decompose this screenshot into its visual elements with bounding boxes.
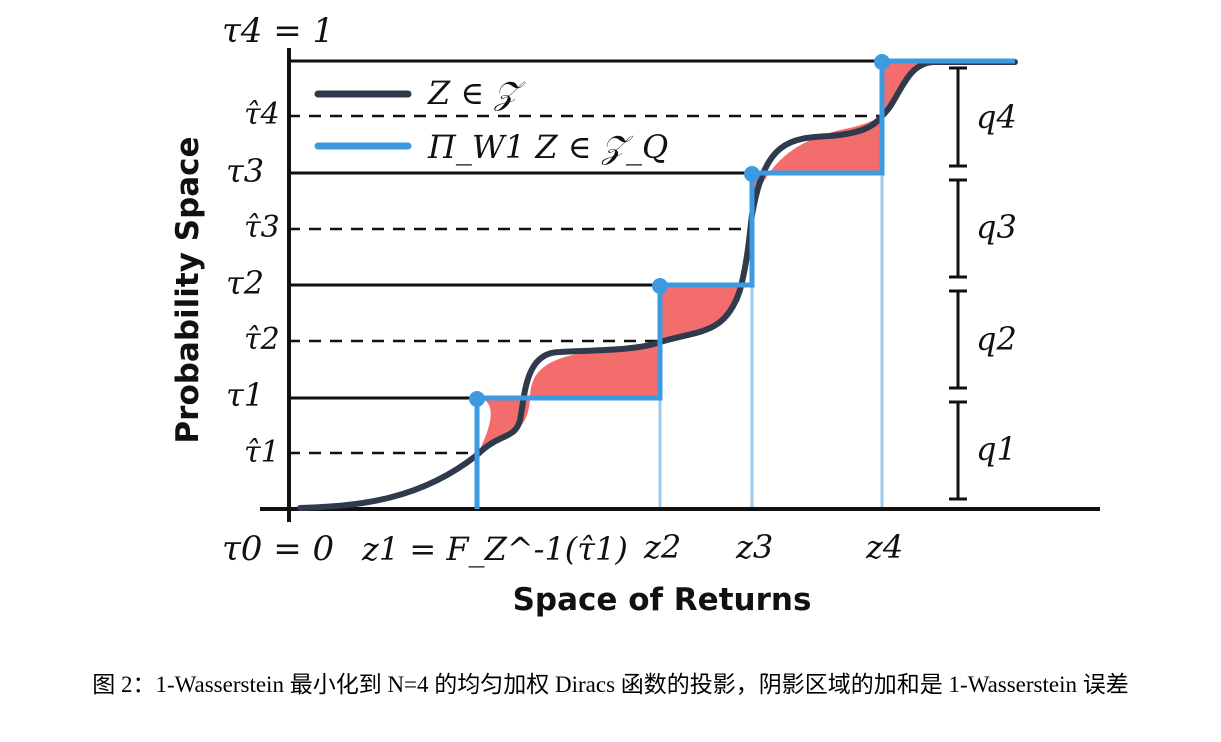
- dirac-point-2: [652, 278, 668, 294]
- x-tick-labels: τ0 = 0 z1 = F_Z^-1(τ̂1) z2 z3 z4: [222, 528, 903, 569]
- q2-label: q2: [976, 320, 1017, 358]
- wasserstein-projection-diagram: Z ∈ 𝒵 Π_W1 Z ∈ 𝒵_Q τ4 = 1 τ̂4 τ3 τ̂3 τ2 …: [170, 11, 1100, 618]
- tau-hat2-label: τ̂2: [244, 322, 280, 357]
- q4-label: q4: [976, 98, 1017, 136]
- q3-bracket: [949, 178, 967, 279]
- tau-hat1-label: τ̂1: [244, 435, 280, 470]
- shaded-area-3: [660, 285, 740, 342]
- cdf-curve: [297, 59, 1018, 511]
- legend: Z ∈ 𝒵 Π_W1 Z ∈ 𝒵_Q: [314, 74, 668, 166]
- y-tick-labels: τ4 = 1 τ̂4 τ3 τ̂3 τ2 τ̂2 τ1 τ̂1: [222, 11, 334, 470]
- y-axis-title: Probability Space: [170, 136, 206, 443]
- tau2-label: τ2: [226, 264, 264, 302]
- dirac-points: [469, 54, 890, 407]
- z3-label: z3: [735, 528, 773, 566]
- tau3-label: τ3: [226, 152, 264, 190]
- q1-bracket: [949, 400, 967, 501]
- q4-bracket: [949, 66, 967, 168]
- q3-label: q3: [976, 208, 1017, 246]
- x-axis-title: Space of Returns: [513, 582, 812, 618]
- dirac-point-3: [744, 166, 760, 182]
- z1-label: z1 = F_Z^-1(τ̂1): [361, 530, 628, 568]
- dirac-point-4: [874, 54, 890, 70]
- shaded-area-5: [882, 62, 930, 116]
- tau1-label: τ1: [226, 376, 264, 414]
- tau-hat-lines: [288, 114, 882, 455]
- shaded-area-2: [530, 342, 660, 398]
- q1-label: q1: [976, 430, 1017, 468]
- z4-label: z4: [865, 528, 903, 566]
- figure-caption: 图 2：1-Wasserstein 最小化到 N=4 的均匀加权 Diracs …: [92, 672, 1129, 697]
- dirac-point-1: [469, 391, 485, 407]
- q2-bracket: [949, 289, 967, 390]
- tau4-label: τ4 = 1: [222, 11, 334, 51]
- tau-hat3-label: τ̂3: [244, 210, 280, 245]
- tau0-label: τ0 = 0: [222, 529, 334, 569]
- legend-cdf-label: Z ∈ 𝒵: [427, 74, 526, 112]
- q-brackets: [949, 66, 967, 501]
- legend-projection-label: Π_W1 Z ∈ 𝒵_Q: [427, 128, 668, 166]
- q-labels: q4 q3 q2 q1: [976, 98, 1017, 468]
- tau-hat4-label: τ̂4: [244, 97, 280, 132]
- axes: [260, 48, 1100, 522]
- z2-label: z2: [643, 528, 681, 566]
- shaded-area-1: [477, 398, 530, 455]
- projection-step-function: [474, 58, 1015, 509]
- z-drop-lines: [658, 173, 884, 509]
